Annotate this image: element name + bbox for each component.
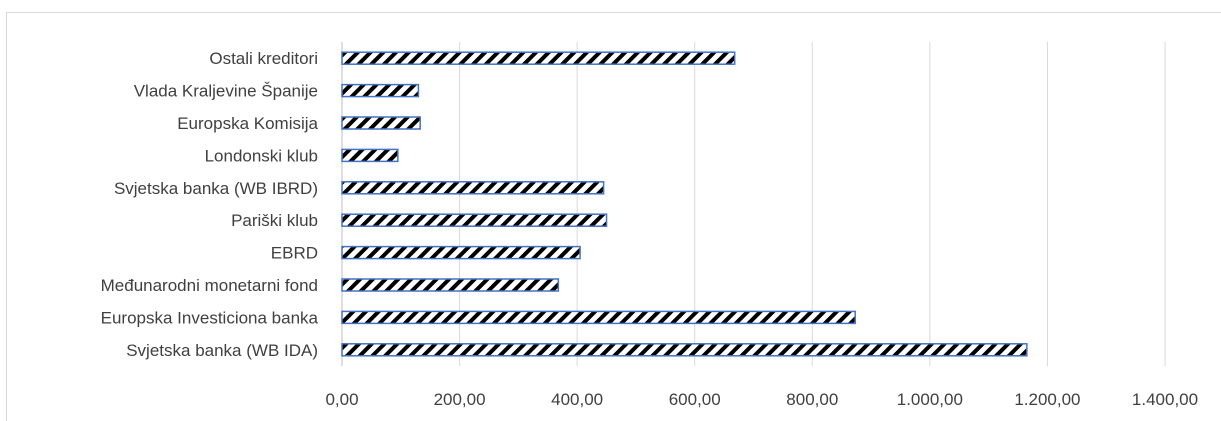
bar <box>341 343 1028 357</box>
category-label: Ostali kreditori <box>209 49 318 68</box>
bar <box>341 245 581 260</box>
category-label: Londonski klub <box>205 146 318 165</box>
category-label: Vlada Kraljevine Španije <box>134 82 318 101</box>
chart-frame-left <box>6 12 7 421</box>
x-tick-label: 0,00 <box>325 390 358 409</box>
x-tick-label: 1.400,00 <box>1132 390 1198 409</box>
category-label: Međunarodni monetarni fond <box>101 276 318 295</box>
chart-frame-top <box>6 12 1221 13</box>
category-label: Svjetska banka (WB IDA) <box>126 341 318 360</box>
bar <box>341 310 856 325</box>
bars <box>341 51 1028 357</box>
category-label: Pariški klub <box>231 211 318 230</box>
bar <box>341 213 608 227</box>
category-label: Europska Komisija <box>177 114 318 133</box>
x-tick-label: 1.000,00 <box>897 390 963 409</box>
x-tick-label: 600,00 <box>669 390 721 409</box>
bar <box>341 278 560 292</box>
bar <box>341 148 399 163</box>
x-tick-label: 400,00 <box>551 390 603 409</box>
bar <box>341 51 736 65</box>
x-tick-label: 800,00 <box>786 390 838 409</box>
bar <box>341 181 605 195</box>
category-label: Svjetska banka (WB IBRD) <box>114 179 318 198</box>
x-tick-label: 1.200,00 <box>1014 390 1080 409</box>
category-label: EBRD <box>271 244 318 263</box>
x-tick-label: 200,00 <box>434 390 486 409</box>
bar <box>341 83 420 98</box>
x-tick-labels: 0,00 200,00 400,00 600,00 800,00 1.000,00 1.20… <box>325 390 1198 409</box>
category-label: Europska Investiciona banka <box>101 308 319 327</box>
bar <box>341 116 421 130</box>
category-labels: Ostali kreditori Vlada Kraljevine Španije… <box>101 49 319 360</box>
